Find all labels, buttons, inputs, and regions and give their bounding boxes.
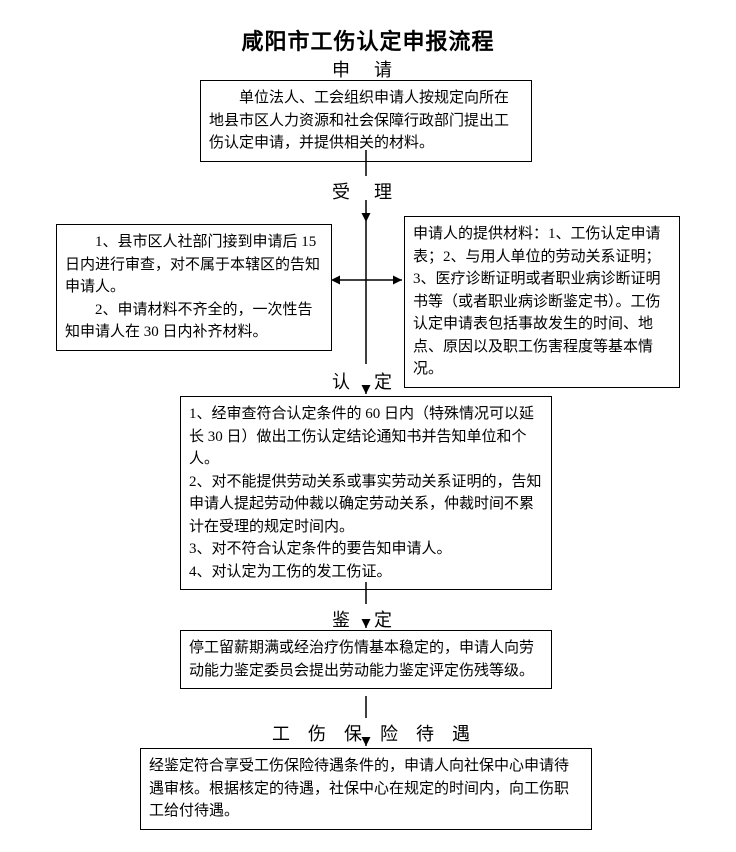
box-identify-2: 2、对不能提供劳动关系或事实劳动关系证明的，告知申请人提起劳动仲裁以确定劳动关系…	[189, 471, 543, 539]
box-insurance: 经鉴定符合享受工伤保险待遇条件的，申请人向社保中心申请待遇审核。根据核定的待遇，…	[140, 748, 592, 830]
box-accept-left-2: 2、申请材料不齐全的，一次性告知申请人在 30 日内补齐材料。	[65, 299, 323, 344]
box-accept-left: 1、县市区人社部门接到申请后 15 日内进行审查，对不属于本辖区的告知申请人。 …	[56, 224, 332, 351]
box-identify-1: 1、经审查符合认定条件的 60 日内（特殊情况可以延长 30 日）做出工伤认定结…	[189, 403, 543, 471]
box-identify-4: 4、对认定为工伤的发工伤证。	[189, 561, 543, 584]
stage-insurance-label: 工伤保险待遇	[272, 720, 488, 746]
stage-accept-label: 受理	[332, 178, 416, 204]
box-appraise-text: 停工留薪期满或经治疗伤情基本稳定的，申请人向劳动能力鉴定委员会提出劳动能力鉴定评…	[189, 637, 543, 682]
box-apply-text: 单位法人、工会组织申请人按规定向所在地县市区人力资源和社会保障行政部门提出工伤认…	[209, 87, 523, 155]
page-title: 咸阳市工伤认定申报流程	[0, 0, 736, 56]
box-identify: 1、经审查符合认定条件的 60 日内（特殊情况可以延长 30 日）做出工伤认定结…	[180, 396, 552, 590]
box-accept-right: 申请人的提供材料：1、工伤认定申请表；2、与用人单位的劳动关系证明；3、医疗诊断…	[404, 216, 680, 388]
box-apply: 单位法人、工会组织申请人按规定向所在地县市区人力资源和社会保障行政部门提出工伤认…	[200, 80, 532, 162]
box-accept-right-text: 申请人的提供材料：1、工伤认定申请表；2、与用人单位的劳动关系证明；3、医疗诊断…	[413, 223, 671, 381]
box-insurance-text: 经鉴定符合享受工伤保险待遇条件的，申请人向社保中心申请待遇审核。根据核定的待遇，…	[149, 755, 583, 823]
stage-apply-label: 申请	[332, 56, 416, 82]
box-appraise: 停工留薪期满或经治疗伤情基本稳定的，申请人向劳动能力鉴定委员会提出劳动能力鉴定评…	[180, 630, 552, 689]
box-identify-3: 3、对不符合认定条件的要告知申请人。	[189, 538, 543, 561]
box-accept-left-1: 1、县市区人社部门接到申请后 15 日内进行审查，对不属于本辖区的告知申请人。	[65, 231, 323, 299]
stage-appraise-label: 鉴定	[332, 606, 416, 632]
